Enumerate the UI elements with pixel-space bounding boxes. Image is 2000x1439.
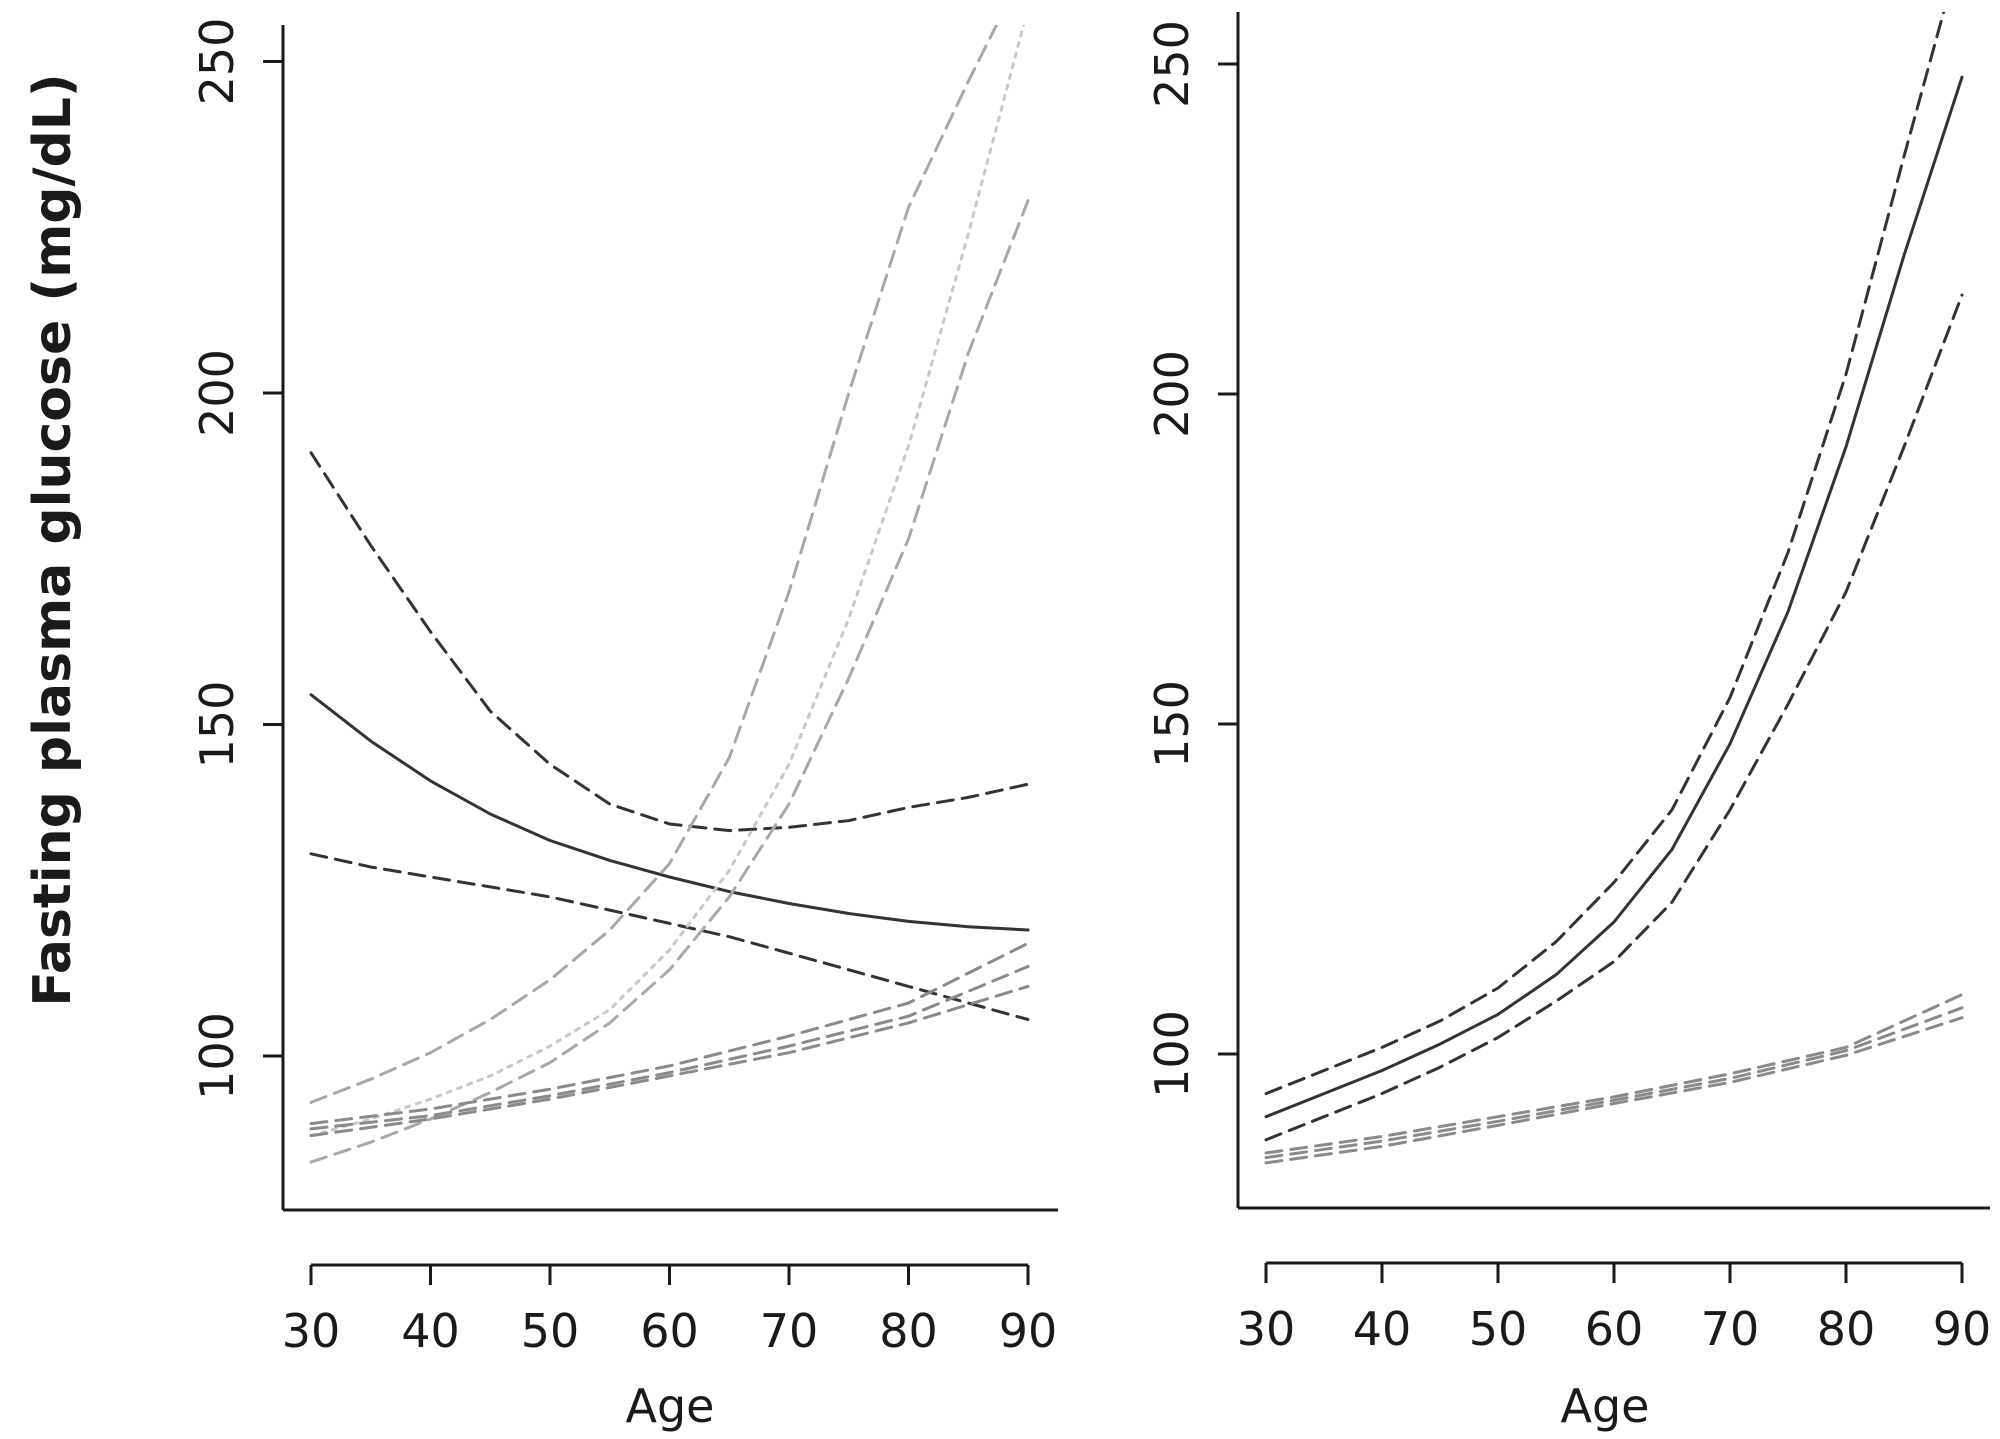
y-axis-title: Fasting plasma glucose (mg/dL) [23,73,83,1006]
series-line-dashed [309,25,999,1104]
y-tick-label: 250 [190,18,244,106]
series-line-dashed [309,852,1030,1021]
chart-panel-right: 100 150 200 250 30 40 50 60 70 80 90 Age [1145,12,1992,1433]
series-line-dashed [1264,1006,1964,1160]
x-tick-label: 50 [1469,1302,1528,1356]
x-tick-label: 70 [1701,1302,1760,1356]
series-group [309,25,1030,1164]
x-tick-label: 60 [1585,1302,1644,1356]
series-line-dashed [1264,293,1964,1142]
x-tick-label: 80 [1817,1302,1876,1356]
y-tick-label: 150 [190,681,244,769]
series-line-dashed [309,941,1030,1126]
y-tick-label: 100 [1145,1010,1199,1098]
x-axis-title: Age [1561,1379,1650,1433]
x-tick-label: 40 [401,1304,460,1358]
series-group [1264,12,1964,1165]
series-line-dashed [1264,993,1964,1155]
y-tick-label: 150 [1145,680,1199,768]
series-line-solid [309,693,1030,932]
x-tick-label: 50 [521,1304,580,1358]
x-tick-label: 70 [760,1304,819,1358]
x-tick-label: 80 [879,1304,938,1358]
series-line-dashed [1264,1016,1964,1165]
x-tick-label: 40 [1353,1302,1412,1356]
x-tick-label: 30 [282,1304,341,1358]
series-line-dashed [309,451,1030,833]
x-tick-label: 60 [640,1304,699,1358]
y-tick-label: 100 [190,1012,244,1100]
y-tick-label: 200 [1145,350,1199,438]
x-tick-label: 30 [1237,1302,1296,1356]
x-tick-label: 90 [999,1304,1058,1358]
y-tick-label: 250 [1145,20,1199,108]
x-tick-label: 90 [1933,1302,1992,1356]
series-line-dashed [309,199,1030,1164]
chart-panel-left: 100 150 200 250 30 40 50 60 70 80 90 Age [190,18,1058,1433]
series-line-solid [1264,75,1964,1119]
series-line-dotted [309,25,1026,1138]
series-line-dashed [309,965,1030,1131]
y-tick-label: 200 [190,349,244,437]
series-line-dashed [309,984,1030,1138]
series-line-dashed [1264,12,1946,1096]
x-axis-title: Age [626,1379,715,1433]
